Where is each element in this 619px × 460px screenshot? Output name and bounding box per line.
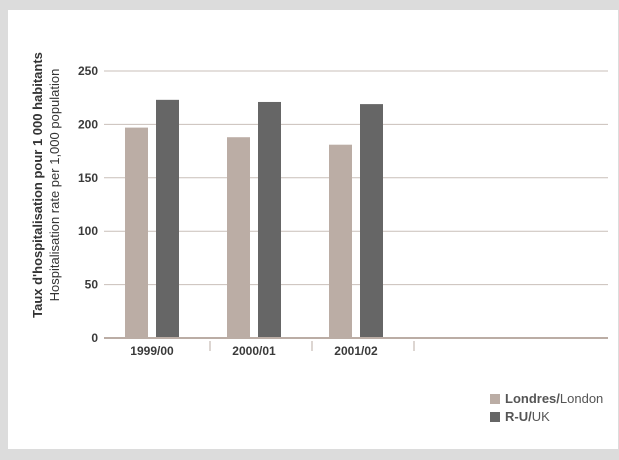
bar-london-1999-00	[125, 127, 148, 338]
legend-item-london: Londres/London	[490, 391, 603, 406]
bar-uk-1999-00	[156, 99, 179, 338]
y-tick-label: 150	[78, 171, 98, 185]
legend-label-london-en: London	[559, 391, 604, 406]
y-tick-label: 100	[78, 224, 98, 238]
x-tick-label: 1999/00	[130, 344, 174, 358]
bars	[125, 99, 383, 338]
bar-uk-2001-02	[360, 104, 383, 338]
legend-label-london-fr: Londres/	[505, 391, 560, 406]
bar-chart: 0 50 100 150 200 250 1999/00 2000/01 2001/02 Tau…	[30, 52, 608, 358]
x-tick-label: 2000/01	[232, 344, 276, 358]
legend-swatch-london	[490, 394, 500, 404]
bar-london-2000-01	[227, 137, 250, 338]
y-tick-label: 200	[78, 117, 98, 131]
bar-london-2001-02	[329, 144, 352, 338]
y-axis-label-french: Taux d'hospitalisation pour 1 000 habita…	[30, 52, 45, 318]
bar-uk-2000-01	[258, 101, 281, 338]
x-tick-label: 2001/02	[334, 344, 378, 358]
legend-item-uk: R-U/UK	[490, 409, 550, 424]
legend-label-uk-en: UK	[531, 409, 550, 424]
y-tick-label: 0	[91, 331, 98, 345]
y-tick-label: 50	[85, 278, 99, 292]
y-tick-label: 250	[78, 64, 98, 78]
axes: 0 50 100 150 200 250 1999/00 2000/01 2001/02	[78, 64, 608, 358]
legend-label-uk-fr: R-U/	[505, 409, 532, 424]
gridlines	[104, 70, 608, 286]
chart-panel: 0 50 100 150 200 250 1999/00 2000/01 2001/02 Tau…	[8, 10, 618, 449]
y-axis-label-english: Hospitalisation rate per 1,000 populatio…	[47, 69, 62, 302]
legend-swatch-uk	[490, 412, 500, 422]
